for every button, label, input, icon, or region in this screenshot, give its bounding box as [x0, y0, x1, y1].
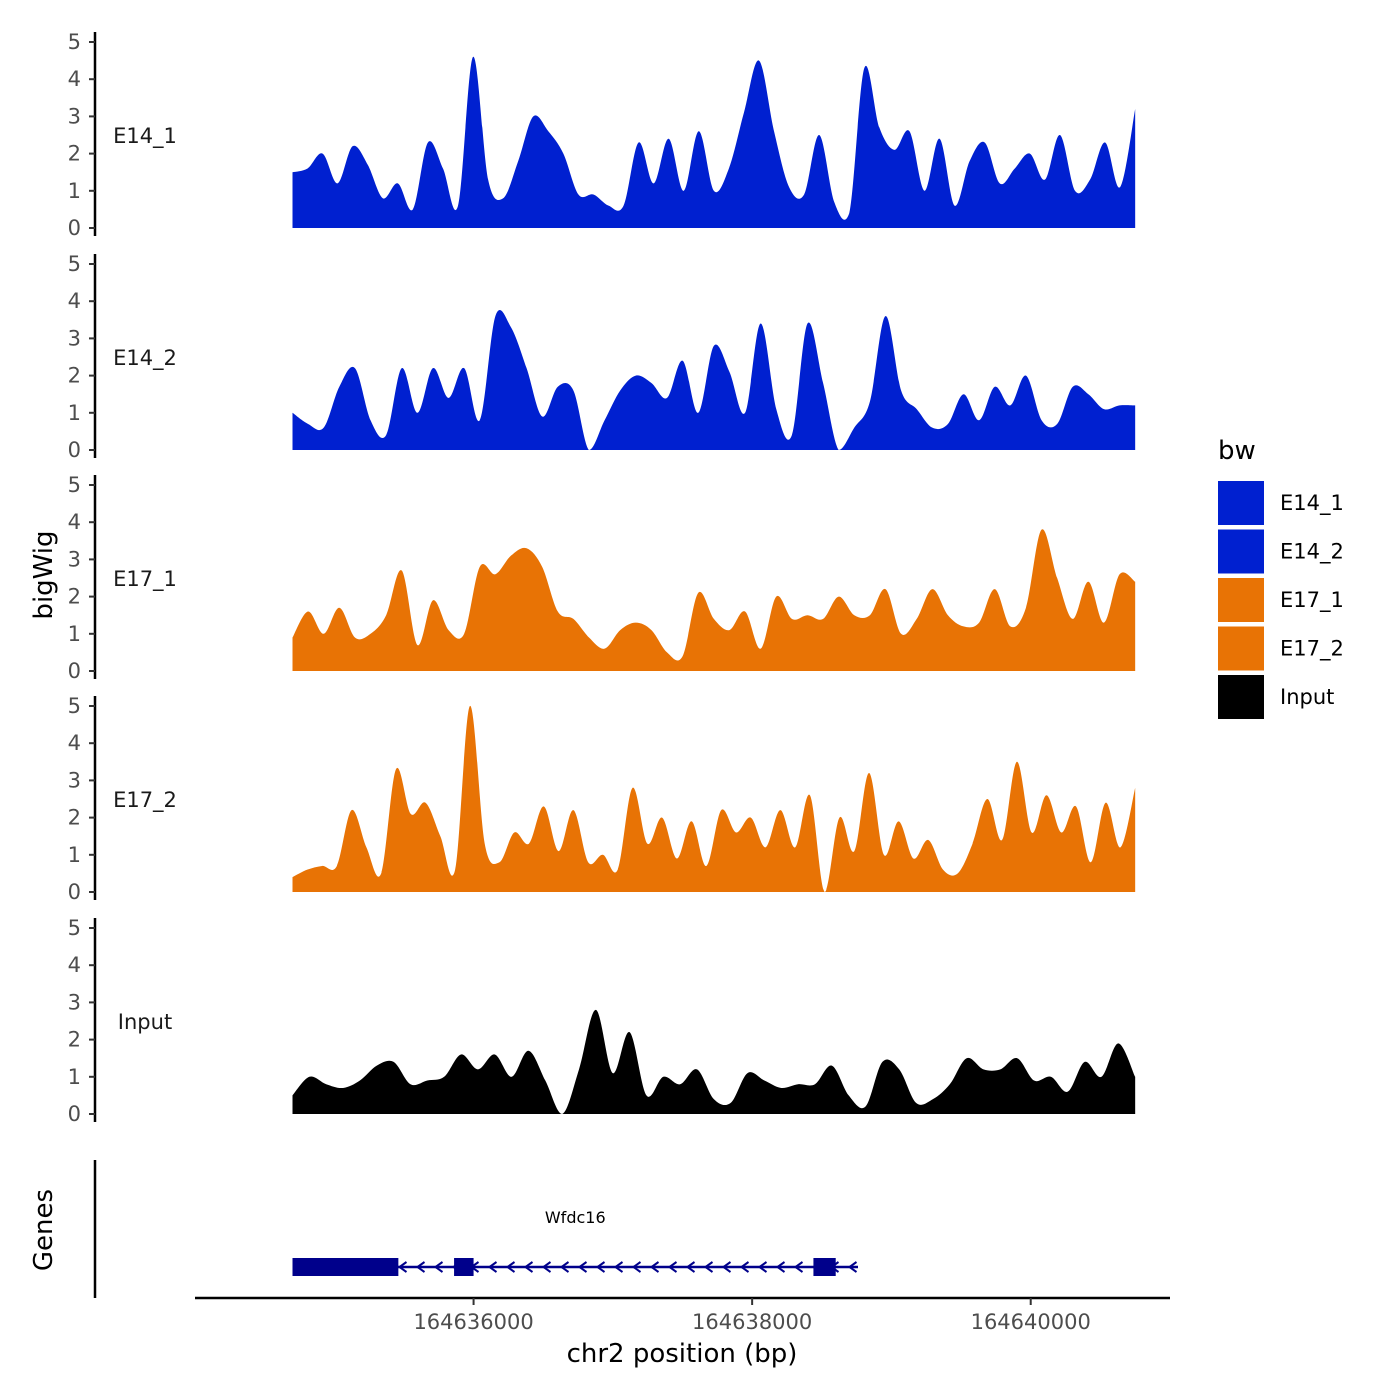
legend-label-E14_2: E14_2	[1280, 540, 1344, 565]
track-E14_2: 0 1 2 3 4 5 E14_2	[68, 252, 1136, 462]
strand-arrow	[415, 1261, 426, 1273]
y-tick-label: 2	[68, 142, 81, 166]
strand-arrow	[595, 1261, 606, 1273]
legend-key-E17_1	[1218, 578, 1264, 622]
legend-key-E17_2	[1218, 626, 1264, 671]
strand-arrow	[613, 1261, 624, 1273]
track-label: Input	[118, 1010, 172, 1034]
gene-exon	[454, 1258, 474, 1276]
strand-arrow	[577, 1261, 588, 1273]
legend-label-E14_1: E14_1	[1280, 491, 1344, 516]
strand-arrow	[541, 1261, 552, 1273]
genes-panel-title: Genes	[29, 1189, 59, 1271]
y-tick-label: 1	[68, 843, 81, 867]
y-tick-label: 2	[68, 585, 81, 609]
strand-arrow	[721, 1261, 732, 1273]
track-label: E14_2	[113, 346, 177, 371]
y-tick-label: 5	[68, 916, 81, 940]
track-panels: 0 1 2 3 4 5 E14_1 0 1 2 3 4 5 E14_2 0 1 2 3 4 5 E17_1 0 1 2 3 4 5 E…	[68, 30, 1136, 1126]
legend-label-E17_2: E17_2	[1280, 637, 1344, 662]
y-tick-label: 3	[68, 104, 81, 128]
strand-arrow	[559, 1261, 570, 1273]
y-tick-label: 0	[68, 659, 81, 683]
gene-track-panel: Wfdc16	[93, 1160, 858, 1298]
y-tick-label: 3	[68, 547, 81, 571]
y-tick-label: 0	[68, 216, 81, 240]
strand-arrow	[757, 1261, 768, 1273]
y-tick-label: 4	[68, 67, 81, 91]
area-E14_1	[292, 56, 1136, 228]
strand-arrow	[487, 1261, 498, 1273]
strand-arrow	[703, 1261, 714, 1273]
legend-title: bw	[1218, 436, 1256, 466]
strand-arrow	[793, 1261, 804, 1273]
strand-arrow	[847, 1261, 858, 1273]
gene-exon	[813, 1258, 836, 1276]
legend-key-E14_1	[1218, 481, 1264, 525]
strand-arrow	[631, 1261, 642, 1273]
track-E14_1: 0 1 2 3 4 5 E14_1	[68, 30, 1136, 240]
strand-arrow	[685, 1261, 696, 1273]
x-axis: 164636000 164638000 164640000	[195, 1296, 1170, 1334]
legend-key-Input	[1218, 675, 1264, 719]
y-tick-label: 2	[68, 806, 81, 830]
y-tick-label: 1	[68, 179, 81, 203]
strand-arrow	[505, 1261, 516, 1273]
y-tick-label: 3	[68, 768, 81, 792]
area-E14_2	[292, 309, 1136, 450]
gene-label: Wfdc16	[545, 1208, 606, 1227]
strand-arrow	[667, 1261, 678, 1273]
gene-exon	[292, 1258, 399, 1276]
legend-label-Input: Input	[1280, 685, 1334, 709]
legend: bw E14_1 E14_2 E17_1 E17_2 Input	[1218, 436, 1344, 719]
x-tick-label: 164638000	[692, 1310, 812, 1334]
track-E17_2: 0 1 2 3 4 5 E17_2	[68, 694, 1136, 904]
y-tick-label: 0	[68, 1102, 81, 1126]
legend-label-E17_1: E17_1	[1280, 588, 1344, 613]
x-tick-label: 164640000	[971, 1310, 1091, 1334]
y-tick-label: 4	[68, 289, 81, 313]
track-Input: 0 1 2 3 4 5 Input	[68, 916, 1136, 1126]
area-E17_2	[292, 705, 1136, 892]
y-tick-label: 1	[68, 1065, 81, 1089]
y-tick-label: 4	[68, 731, 81, 755]
strand-arrow	[397, 1261, 408, 1273]
x-axis-title: chr2 position (bp)	[567, 1339, 798, 1369]
y-tick-label: 5	[68, 30, 81, 54]
area-Input	[292, 1009, 1136, 1114]
strand-arrow	[433, 1261, 444, 1273]
track-label: E14_1	[113, 124, 177, 149]
legend-key-E14_2	[1218, 529, 1264, 574]
y-tick-label: 1	[68, 401, 81, 425]
track-E17_1: 0 1 2 3 4 5 E17_1	[68, 473, 1136, 683]
x-tick-label: 164636000	[413, 1310, 533, 1334]
area-E17_1	[292, 529, 1136, 671]
y-tick-label: 5	[68, 473, 81, 497]
y-tick-label: 5	[68, 252, 81, 276]
y-tick-label: 2	[68, 364, 81, 388]
y-tick-label: 1	[68, 622, 81, 646]
track-label: E17_2	[113, 788, 177, 813]
strand-arrow	[523, 1261, 534, 1273]
y-tick-label: 4	[68, 953, 81, 977]
y-tick-label: 0	[68, 438, 81, 462]
y-tick-label: 2	[68, 1028, 81, 1052]
strand-arrow	[739, 1261, 750, 1273]
y-tick-label: 5	[68, 694, 81, 718]
y-tick-label: 4	[68, 510, 81, 534]
track-label: E17_1	[113, 567, 177, 592]
y-tick-label: 0	[68, 880, 81, 904]
strand-arrow	[649, 1261, 660, 1273]
y-tick-label: 3	[68, 326, 81, 350]
y-axis-title: bigWig	[29, 530, 59, 619]
strand-arrow	[775, 1261, 786, 1273]
y-tick-label: 3	[68, 990, 81, 1014]
